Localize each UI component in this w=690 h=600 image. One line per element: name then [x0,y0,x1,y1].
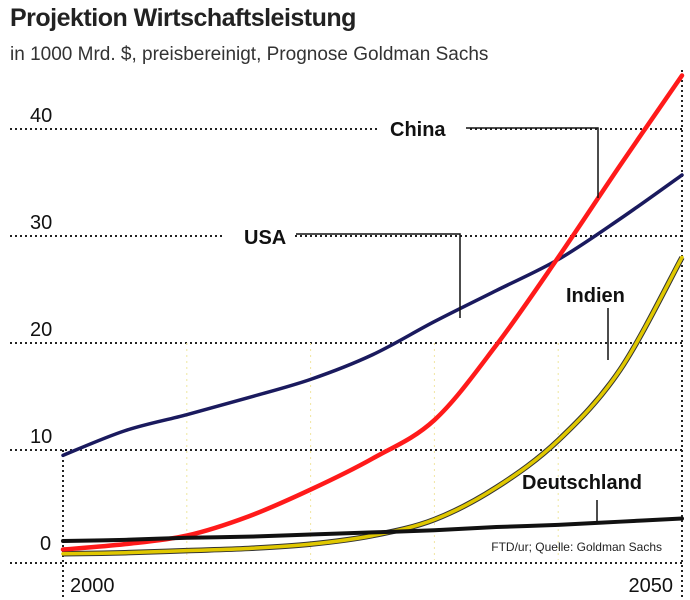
series-label-indien: Indien [566,285,625,307]
y-tick-label: 10 [30,426,52,448]
y-tick-label: 40 [30,105,52,127]
series-line-deutschland [61,516,684,543]
chart-subtitle: in 1000 Mrd. $, preisbereinigt, Prognose… [10,44,489,65]
series-label-usa: USA [244,227,286,249]
x-tick-label: 2000 [70,575,115,597]
leader-line-usa [296,233,461,318]
y-tick-label: 20 [30,319,52,341]
series-label-china: China [390,119,446,141]
x-tick-label: 2050 [629,575,674,597]
y-tick-label: 30 [30,212,52,234]
leader-line-china [466,127,599,198]
y-tick-label: 0 [40,533,51,555]
series-line-china [60,73,685,552]
source-note: FTD/ur; Quelle: Goldman Sachs [491,540,662,554]
series-label-deutschland: Deutschland [522,472,642,494]
chart-title: Projektion Wirtschaftsleistung [10,4,356,32]
series-line-usa [61,173,684,458]
